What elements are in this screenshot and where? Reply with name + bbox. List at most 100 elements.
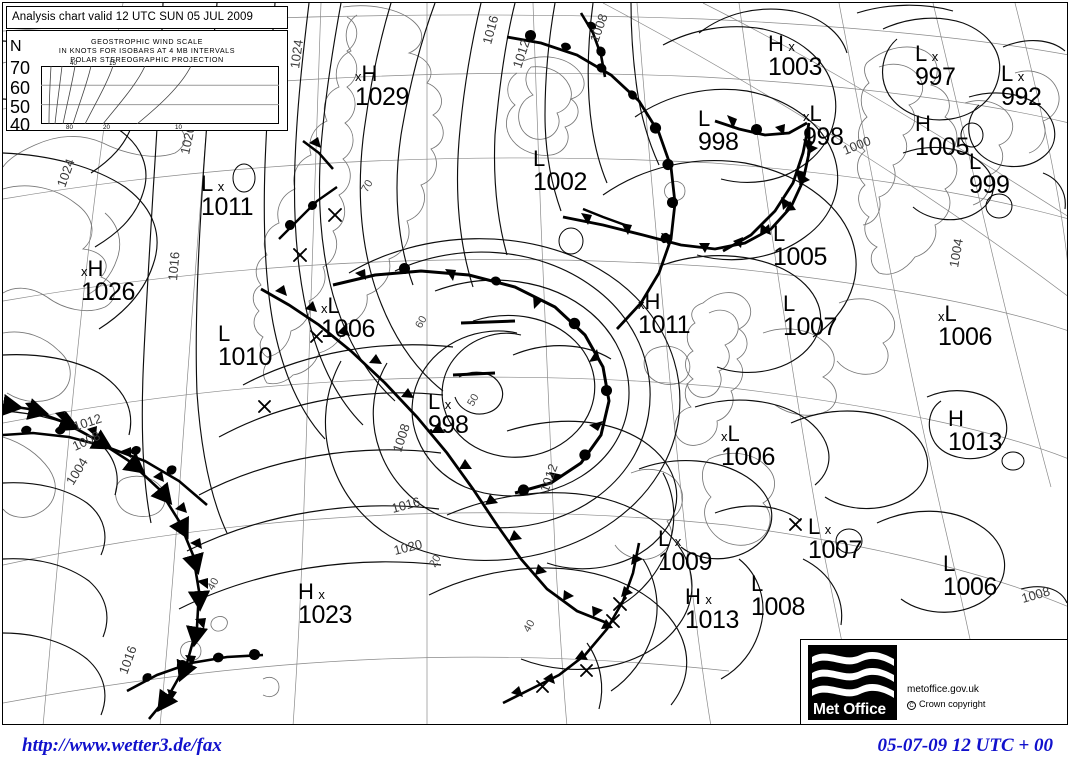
centre-type: L	[698, 106, 711, 131]
centre-type: L	[201, 171, 214, 196]
centre-pressure-value: 999	[969, 171, 1010, 199]
centre-type: H	[87, 256, 104, 281]
centre-x-mark: x	[674, 534, 682, 549]
pressure-centre-l-998: L x 998	[428, 391, 469, 438]
wind-scale-axis-label: N	[10, 38, 22, 55]
wind-speed-label-40-3: 40	[205, 576, 222, 593]
wind-scale-lat-40: 40	[10, 115, 31, 135]
centre-x-mark: x	[217, 179, 225, 194]
centre-pressure-value: 1005	[915, 133, 970, 161]
occluded-stub-2	[452, 371, 496, 377]
occluded-front-3	[502, 542, 641, 705]
isobar-label-1012-10: 1012	[71, 411, 103, 434]
centre-pressure-value: 1011	[201, 193, 254, 221]
warm-front-1	[3, 431, 208, 506]
wind-speed-labels: 70 60 50 40 40 20	[205, 178, 538, 635]
centre-pressure-value: 997	[915, 63, 956, 91]
centre-type: L	[751, 571, 764, 596]
centre-pressure-value: 1010	[218, 343, 273, 371]
centre-x-mark: x	[318, 587, 325, 602]
crown-copyright-notice: C Crown copyright	[907, 699, 985, 710]
isobar-label-1016-4: 1016	[165, 251, 182, 281]
chart-title: Analysis chart valid 12 UTC SUN 05 JUL 2…	[12, 11, 254, 23]
centre-type: H	[644, 289, 661, 314]
centre-x-mark: x	[938, 309, 945, 324]
copyright-icon: C	[907, 701, 916, 710]
centre-type: L	[533, 146, 546, 171]
pressure-centre-h-1023: H x 1023	[298, 581, 352, 628]
centre-type: L	[428, 389, 441, 414]
warm-front-3	[278, 186, 338, 240]
pressure-centre-l-1005: L 1005	[773, 223, 827, 270]
centre-type: H	[298, 579, 314, 604]
wind-scale-top-tick-15: 15	[109, 60, 116, 67]
centre-type: L	[783, 291, 796, 316]
centre-pressure-value: 1013	[948, 428, 1003, 456]
centre-x-mark: x	[321, 301, 328, 316]
pressure-centre-l-1006: xL 1006	[321, 295, 375, 342]
centre-x-mark: x	[721, 429, 728, 444]
centre-pressure-value: 998	[428, 411, 469, 439]
centre-type: L	[773, 221, 786, 246]
centre-pressure-value: 1005	[773, 243, 828, 271]
centre-x-mark: x	[788, 39, 795, 54]
centre-pressure-value: 1006	[721, 443, 776, 471]
fronts	[3, 12, 818, 720]
centre-pressure-value: 1002	[533, 168, 588, 196]
centre-pressure-value: 1008	[751, 593, 806, 621]
isobar-label-1008-18: 1008	[1020, 583, 1052, 605]
wind-speed-label-50-2: 50	[465, 392, 482, 409]
chart-title-box: Analysis chart valid 12 UTC SUN 05 JUL 2…	[6, 6, 288, 29]
cold-front-3	[562, 127, 811, 251]
isobar-label-1016-17: 1016	[116, 644, 140, 676]
isobar-label-1016-5: 1016	[479, 14, 501, 46]
occluded-front-3-symbols	[511, 554, 643, 697]
wind-scale-bottom-tick-20: 20	[103, 124, 110, 131]
centre-pressure-value: 998	[803, 123, 844, 151]
met-office-logo-box: Met Office metoffice.gov.uk C Crown copyr…	[800, 639, 1067, 724]
centre-type: L	[327, 293, 340, 318]
pressure-centre-l-1010: L 1010	[218, 323, 272, 370]
cold-front-2-barbs	[275, 285, 603, 617]
isobar-label-1024-1: 1024	[287, 39, 306, 70]
centre-pressure-value: 1006	[938, 323, 993, 351]
wind-scale-lat-70: 70	[10, 58, 31, 78]
centre-pressure-value: 1026	[81, 278, 136, 306]
pressure-centre-h-1005: H 1005	[915, 113, 969, 160]
isobar-label-1016-14: 1016	[390, 494, 422, 516]
cold-front-5	[302, 140, 334, 170]
source-url-link[interactable]: http://www.wetter3.de/fax	[22, 735, 222, 756]
isobar-label-1004-9: 1004	[946, 237, 966, 268]
isobar-label-1024-2: 1024	[54, 157, 78, 189]
occluded-front-1	[332, 269, 611, 495]
valid-time-label: 05-07-09 12 UTC + 00	[877, 735, 1053, 756]
centre-cross-marks	[258, 208, 802, 693]
cold-front-5-barbs	[309, 137, 321, 148]
cold-front-3-barbs	[581, 144, 818, 253]
centre-pressure-value: 1011	[638, 311, 691, 339]
centre-type: H	[685, 584, 701, 609]
pressure-centre-l-999: L 999	[969, 151, 1010, 198]
pressure-centre-l-1006c: xL 1006	[721, 423, 775, 470]
cold-front-7	[582, 207, 626, 227]
pressure-centre-l-1006b: xL 1006	[938, 303, 992, 350]
pressure-centre-h-1003: H x 1003	[768, 33, 822, 80]
warm-front-4	[506, 35, 677, 330]
centre-pressure-value: 1003	[768, 53, 823, 81]
cold-front-1	[3, 393, 211, 720]
occluded-front-2	[714, 119, 808, 137]
centre-pressure-value: 1013	[685, 606, 740, 634]
centre-type: L	[809, 101, 822, 126]
warm-front-3-bumps	[285, 200, 318, 230]
pressure-centre-h-1029: xH 1029	[355, 63, 409, 110]
centre-pressure-value: 1009	[658, 548, 713, 576]
centre-pressure-value: 998	[698, 128, 739, 156]
wind-scale-top-tick-40: 40	[70, 60, 77, 67]
centre-type: L	[727, 421, 740, 446]
centre-type: H	[915, 111, 931, 136]
wind-scale-heading-2: IN KNOTS FOR ISOBARS AT 4 MB INTERVALS	[58, 46, 236, 55]
centre-type: L	[915, 41, 928, 66]
occluded-stub-1	[460, 319, 516, 325]
centre-pressure-value: 992	[1001, 83, 1042, 111]
centre-x-mark: x	[638, 297, 645, 312]
